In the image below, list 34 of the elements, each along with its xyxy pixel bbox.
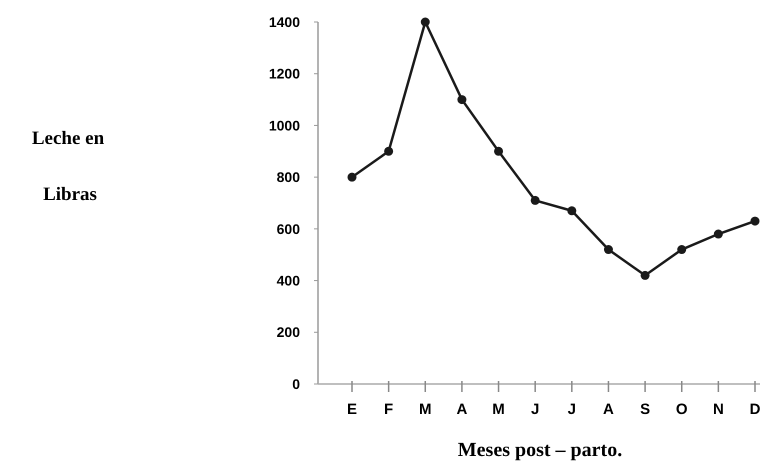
x-tick-label: J (531, 401, 540, 418)
y-tick-label: 800 (276, 169, 300, 186)
y-tick-label: 400 (276, 272, 300, 288)
point (640, 270, 650, 280)
y-tick-label: 1200 (268, 66, 300, 82)
point (750, 216, 760, 226)
x-tick-label: M (492, 401, 505, 418)
point (567, 206, 576, 216)
text: Leche en Libras (32, 128, 104, 205)
x-axis-title: Meses post – parto. (458, 439, 622, 461)
x-tick-label: S (640, 401, 650, 418)
x-tick-label: N (712, 401, 724, 418)
point (530, 196, 540, 205)
y-tick-label: 1400 (268, 14, 300, 30)
point (604, 245, 613, 254)
point (714, 230, 723, 239)
x-tick-label: M (419, 401, 432, 418)
y-tick-label: 1000 (268, 117, 300, 134)
x-tick-label: E (346, 401, 358, 418)
y-tick-label: 0 (292, 376, 300, 392)
x-tick-label: F (384, 401, 394, 418)
x-tick-label: D (750, 401, 761, 418)
x-tick-label: J (568, 401, 576, 418)
point (384, 146, 394, 156)
point (348, 172, 356, 182)
point (420, 18, 430, 26)
x-tick-label: O (676, 401, 688, 418)
point (457, 95, 466, 104)
x-tick-label: A (603, 401, 614, 418)
y-tick-label: 600 (276, 220, 300, 237)
y-tick-label: 200 (276, 324, 300, 340)
point (677, 245, 686, 254)
x-tick-label: A (456, 401, 468, 418)
point (494, 146, 504, 156)
